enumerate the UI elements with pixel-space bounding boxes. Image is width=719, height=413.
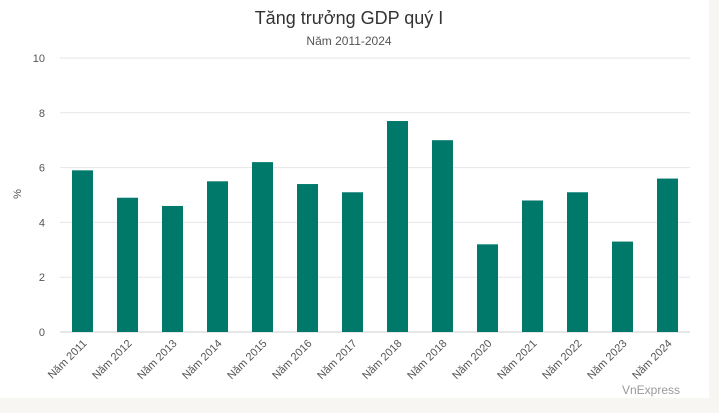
bar — [477, 244, 498, 332]
bar — [432, 140, 453, 332]
x-tick-label: Năm 2023 — [585, 338, 629, 382]
y-axis-ticks: 0 2 4 6 8 10 — [33, 53, 45, 339]
x-tick-label: Năm 2018 — [405, 338, 449, 382]
chart-subtitle: Năm 2011-2024 — [306, 34, 391, 48]
y-tick-label: 10 — [33, 53, 45, 65]
x-tick-label: Năm 2014 — [180, 338, 224, 382]
page-margin — [709, 0, 719, 413]
x-tick-label: Năm 2013 — [135, 338, 179, 382]
y-tick-label: 8 — [39, 108, 45, 120]
gdp-bar-chart: Tăng trưởng GDP quý I Năm 2011-2024 % 0 2… — [12, 8, 690, 397]
y-tick-label: 4 — [39, 217, 45, 229]
bar — [387, 121, 408, 333]
x-tick-label: Năm 2015 — [225, 338, 269, 382]
chart-title: Tăng trưởng GDP quý I — [255, 8, 444, 28]
bar — [522, 200, 543, 332]
x-tick-label: Năm 2017 — [315, 338, 359, 382]
x-tick-label: Năm 2016 — [270, 338, 314, 382]
x-tick-label: Năm 2012 — [90, 338, 134, 382]
bar — [657, 178, 678, 332]
y-axis-label: % — [12, 189, 24, 199]
x-tick-label: Năm 2022 — [540, 338, 584, 382]
bar — [72, 170, 93, 332]
chart-card: Tăng trưởng GDP quý I Năm 2011-2024 % 0 2… — [0, 0, 709, 398]
bar — [297, 184, 318, 332]
y-tick-label: 2 — [39, 272, 45, 284]
x-tick-label: Năm 2020 — [450, 338, 494, 382]
credit-text: VnExpress — [622, 383, 680, 397]
y-tick-label: 0 — [39, 327, 45, 339]
x-tick-label: Năm 2018 — [360, 338, 404, 382]
bar — [117, 197, 138, 332]
bar — [342, 192, 363, 332]
bar — [207, 181, 228, 332]
gridlines — [60, 57, 690, 333]
bar — [612, 241, 633, 332]
x-tick-label: Năm 2021 — [495, 338, 539, 382]
y-tick-label: 6 — [39, 163, 45, 175]
x-axis-ticks: Năm 2011 Năm 2012 Năm 2013 Năm 2014 Năm 2015… — [46, 338, 675, 382]
bars — [72, 121, 678, 333]
x-tick-label: Năm 2011 — [46, 338, 90, 382]
bar — [567, 192, 588, 332]
bar — [252, 162, 273, 332]
x-tick-label: Năm 2024 — [630, 338, 674, 382]
bar — [162, 205, 183, 332]
